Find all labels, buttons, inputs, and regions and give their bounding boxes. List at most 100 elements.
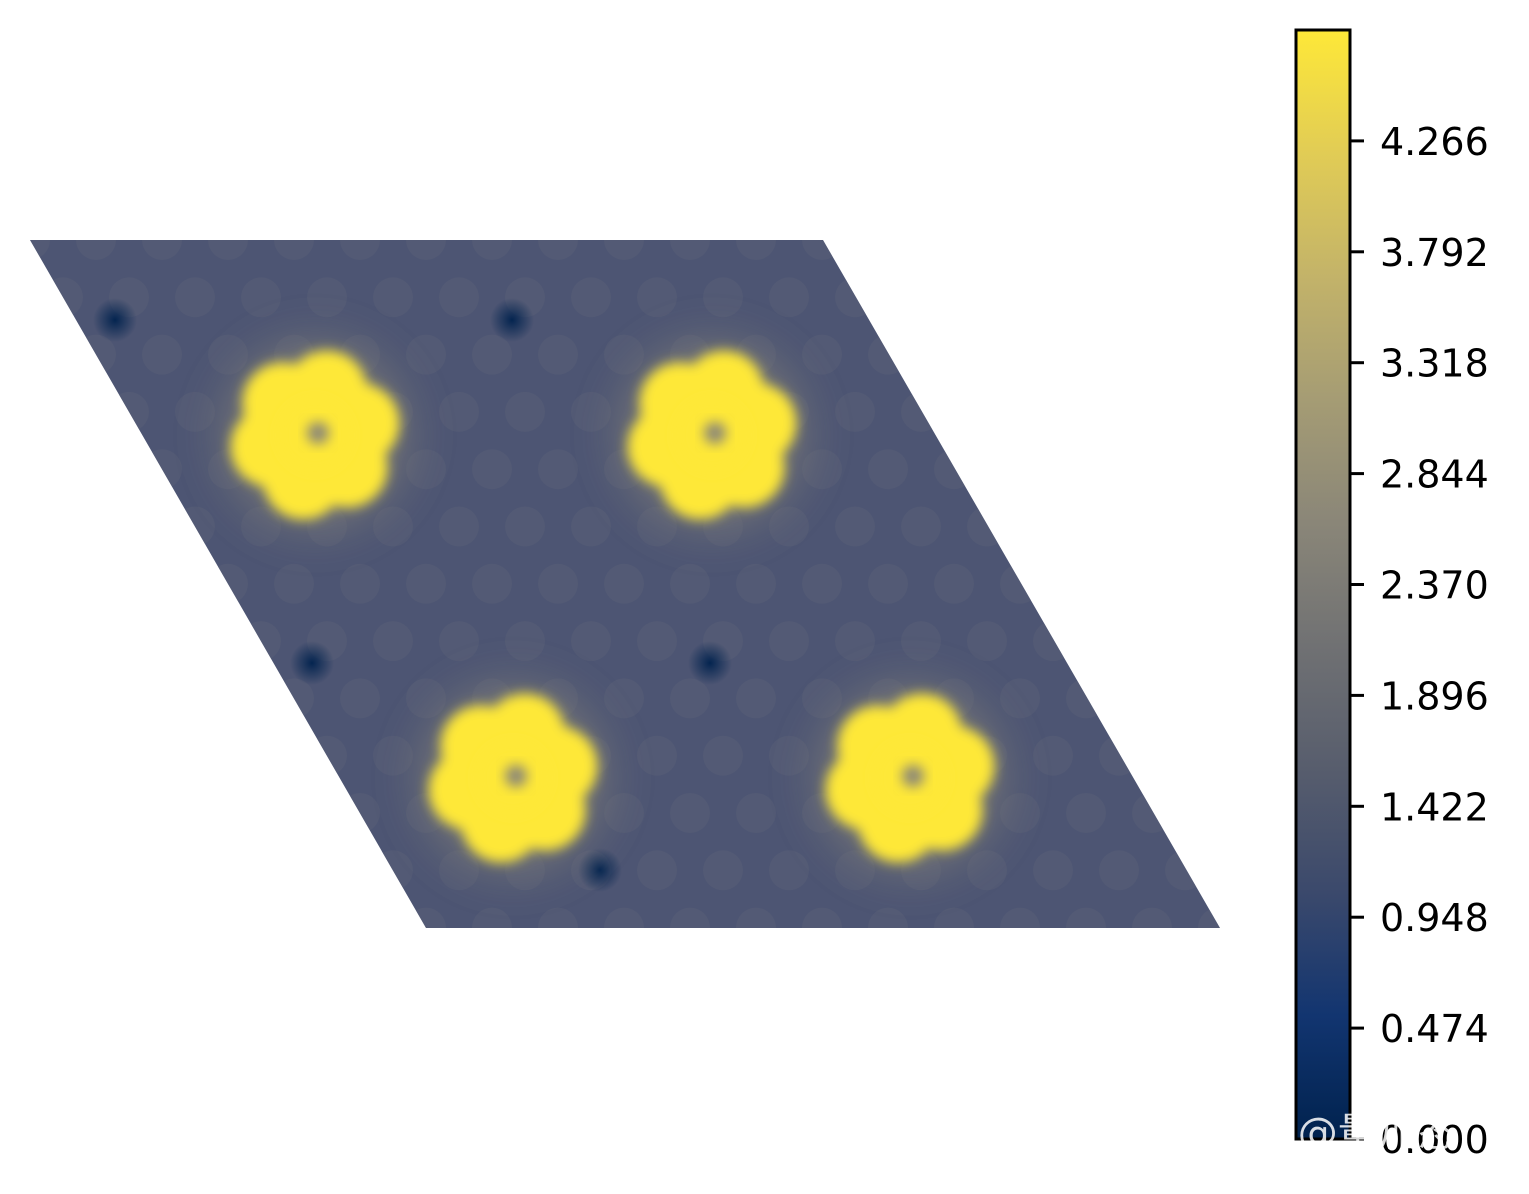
lattice-site xyxy=(43,506,83,547)
lattice-site xyxy=(109,850,149,891)
lattice-site xyxy=(1066,449,1106,490)
lattice-site xyxy=(43,735,83,776)
lattice-site xyxy=(604,563,644,604)
colorbar-tick-label: 1.896 xyxy=(1380,674,1489,718)
lattice-site xyxy=(307,277,347,318)
lattice-site xyxy=(30,678,50,719)
lattice-site xyxy=(868,907,908,928)
colorbar-tick-label: 0.948 xyxy=(1380,896,1489,940)
lattice-site xyxy=(274,793,314,833)
lattice-site xyxy=(1033,391,1073,432)
lattice-site xyxy=(406,563,446,604)
lattice-site xyxy=(340,793,380,833)
lattice-site xyxy=(1000,240,1040,260)
lattice-site xyxy=(1132,793,1172,833)
lattice-site xyxy=(637,277,677,318)
lattice-site xyxy=(868,334,908,375)
lattice-site xyxy=(1099,735,1139,776)
lattice-site xyxy=(1033,621,1073,662)
lattice-site xyxy=(274,907,314,928)
lattice-site xyxy=(1099,506,1139,547)
lattice-site xyxy=(142,793,182,833)
lattice-site xyxy=(1033,506,1073,547)
lattice-site xyxy=(76,240,116,260)
lattice-site xyxy=(76,678,116,719)
lattice-site xyxy=(1132,907,1172,928)
lattice-site xyxy=(373,621,413,662)
lattice-site xyxy=(43,277,83,318)
lattice-site xyxy=(670,678,710,719)
lattice-site xyxy=(109,621,149,662)
lattice-site xyxy=(802,907,842,928)
lattice-site xyxy=(241,735,281,776)
lattice-site xyxy=(604,240,644,260)
hot-spot xyxy=(785,653,1035,903)
lattice-site xyxy=(670,793,710,833)
colorbar-tick-label: 1.422 xyxy=(1380,785,1489,829)
lattice-site xyxy=(901,391,941,432)
hot-spot xyxy=(190,310,440,560)
lattice-site xyxy=(703,850,743,891)
colorbar: 0.000 0.474 0.948 1.422 1.896 2.370 2.844 3.318… xyxy=(1294,28,1489,1162)
lattice-site xyxy=(340,240,380,260)
lattice-site xyxy=(1198,678,1220,719)
lattice-site xyxy=(637,850,677,891)
lattice-site xyxy=(769,850,809,891)
lattice-site xyxy=(472,563,512,604)
lattice-site xyxy=(109,735,149,776)
lattice-site xyxy=(406,907,446,928)
lattice-site xyxy=(109,506,149,547)
lattice-site xyxy=(703,277,743,318)
lattice-site xyxy=(670,240,710,260)
lattice-site xyxy=(670,563,710,604)
lattice-site xyxy=(76,449,116,490)
lattice-site xyxy=(142,678,182,719)
lattice-site xyxy=(1198,240,1220,260)
hot-spot-center-dip xyxy=(902,765,924,787)
lattice-site xyxy=(439,621,479,662)
hot-spot xyxy=(587,310,837,560)
lattice-site xyxy=(637,621,677,662)
lattice-site xyxy=(30,907,50,928)
lattice-site xyxy=(76,563,116,604)
colorbar-tick-label: 4.266 xyxy=(1380,120,1489,164)
lattice-site xyxy=(406,240,446,260)
lattice-site xyxy=(1165,277,1205,318)
lattice-site xyxy=(76,907,116,928)
lattice-site xyxy=(1165,621,1205,662)
lattice-site xyxy=(835,621,875,662)
lattice-site xyxy=(208,563,248,604)
lattice-site xyxy=(769,621,809,662)
lattice-site xyxy=(1198,334,1220,375)
lattice-site xyxy=(439,506,479,547)
lattice-site xyxy=(373,277,413,318)
lattice-site xyxy=(340,563,380,604)
lattice-site xyxy=(208,240,248,260)
lattice-site xyxy=(736,563,776,604)
lattice-site xyxy=(1165,506,1205,547)
lattice-site xyxy=(439,391,479,432)
lattice-site xyxy=(142,449,182,490)
lattice-site xyxy=(142,563,182,604)
lattice-site xyxy=(472,449,512,490)
lattice-site xyxy=(967,621,1007,662)
colorbar-tick-label: 0.000 xyxy=(1380,1118,1489,1162)
lattice-site xyxy=(208,907,248,928)
lattice-site xyxy=(1033,735,1073,776)
heatmap-plot xyxy=(30,240,1220,928)
lattice-site xyxy=(43,850,83,891)
lattice-site xyxy=(538,334,578,375)
lattice-site xyxy=(868,240,908,260)
lattice-site xyxy=(1033,277,1073,318)
lattice-site xyxy=(1000,907,1040,928)
lattice-site xyxy=(1165,391,1205,432)
lattice-site xyxy=(208,678,248,719)
lattice-site xyxy=(538,907,578,928)
lattice-site xyxy=(835,391,875,432)
lattice-site xyxy=(901,621,941,662)
lattice-site xyxy=(241,277,281,318)
colorbar-tick-label: 2.844 xyxy=(1380,453,1489,497)
lattice-site xyxy=(340,678,380,719)
colorbar-ticks: 0.000 0.474 0.948 1.422 1.896 2.370 2.844 3.318… xyxy=(1350,120,1489,1162)
